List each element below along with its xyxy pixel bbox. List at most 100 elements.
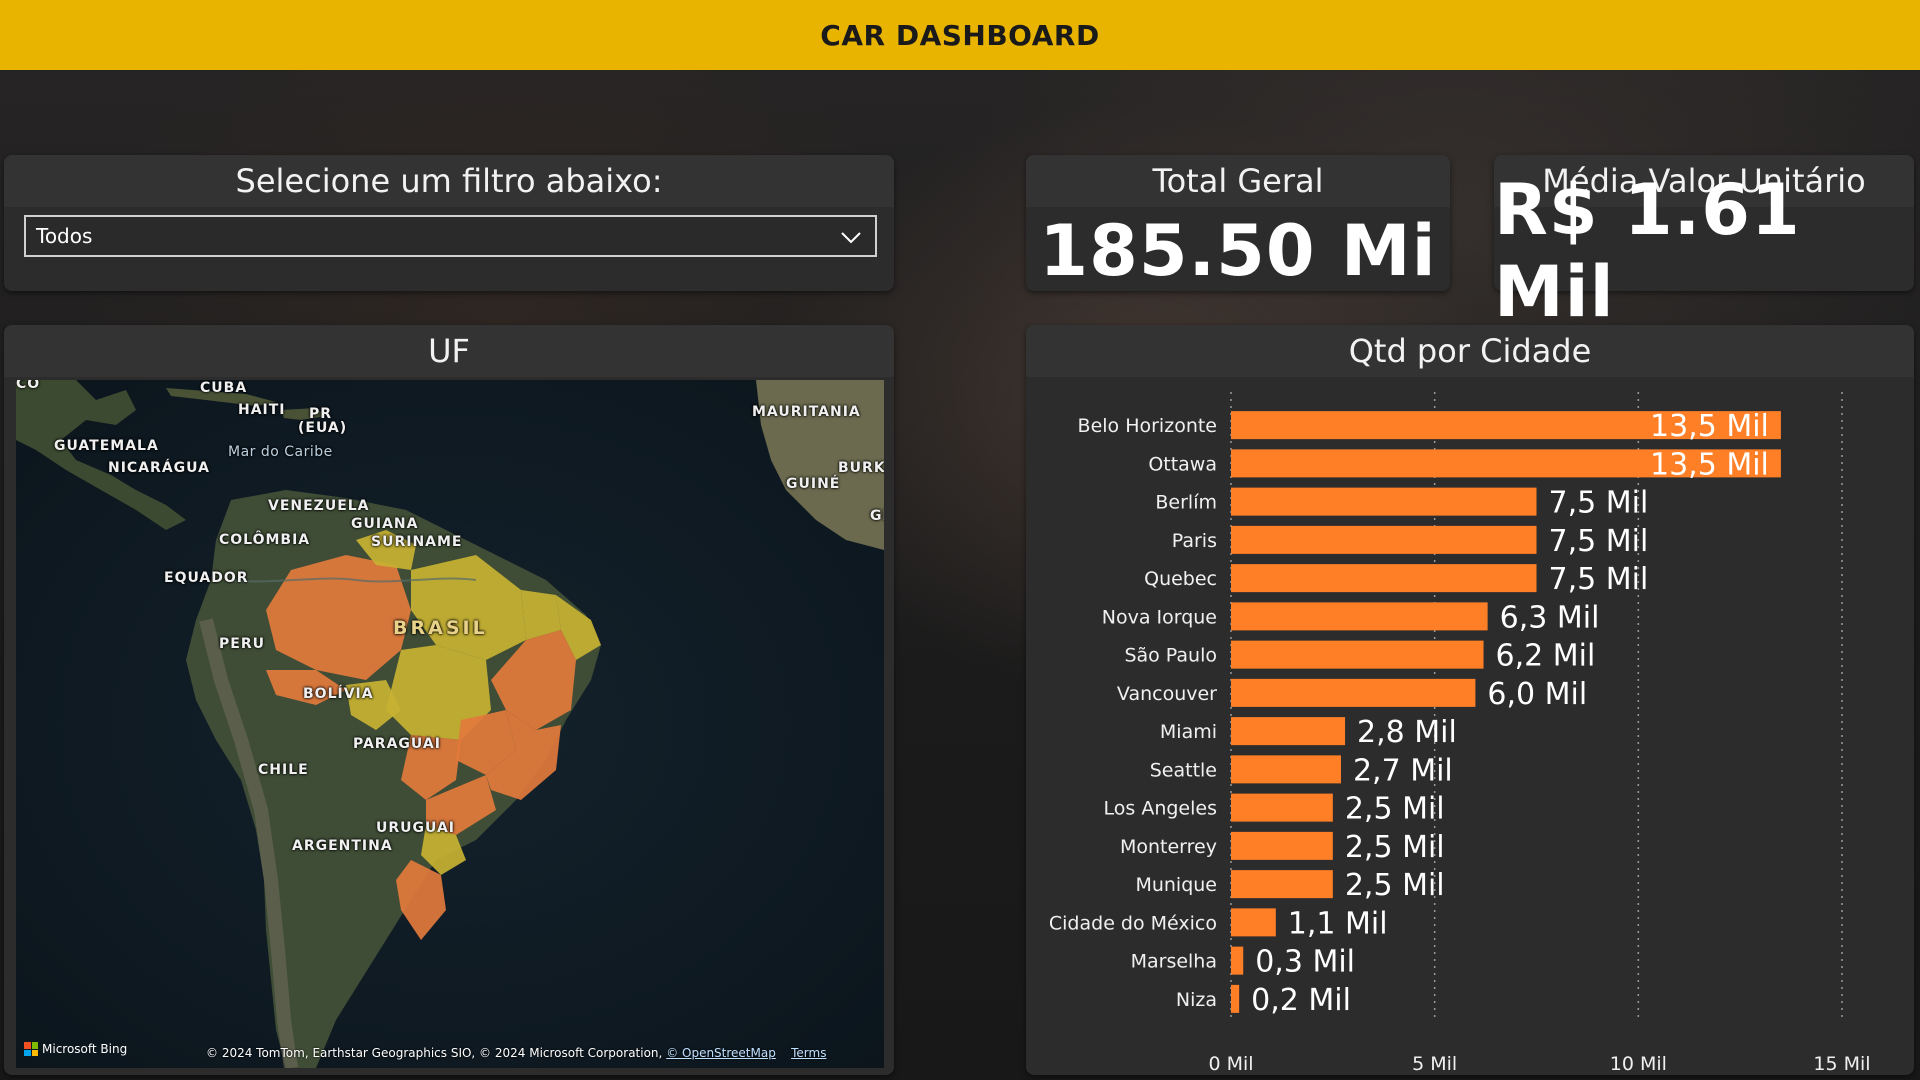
brazil-state-pr-sc (421, 825, 466, 875)
bar[interactable] (1231, 449, 1781, 478)
data-label: 2,8 Mil (1357, 715, 1457, 750)
kpi-media-label: Média Valor Unitário (1494, 155, 1914, 207)
brazil-state-north-yellow (356, 530, 416, 570)
bing-logo: Microsoft Bing (24, 1042, 127, 1056)
map-label-caribe: Mar do Caribe (228, 444, 333, 460)
category-label: Marselha (1131, 951, 1217, 973)
map-card: UF (4, 325, 894, 1075)
bar[interactable] (1231, 640, 1484, 669)
brazil-state-goias (456, 710, 516, 775)
brazil-state-sp (426, 775, 496, 835)
openstreetmap-link[interactable]: © OpenStreetMap (666, 1046, 776, 1060)
map-label-venezuela: VENEZUELA (268, 498, 370, 514)
x-tick-label: 0 Mil (1208, 1053, 1253, 1075)
data-label: 0,2 Mil (1251, 983, 1351, 1018)
map-attribution: © 2024 TomTom, Earthstar Geographics SIO… (206, 1046, 826, 1060)
data-label: 2,7 Mil (1353, 753, 1453, 788)
map-label-paraguai: PARAGUAI (353, 736, 441, 752)
map-title: UF (4, 325, 894, 377)
microsoft-logo-icon (24, 1042, 38, 1056)
bar[interactable] (1231, 831, 1333, 860)
bar[interactable] (1231, 946, 1244, 975)
bar[interactable] (1231, 564, 1537, 593)
bar[interactable] (1231, 487, 1537, 516)
brazil-state-rs (396, 860, 446, 940)
bar[interactable] (1231, 755, 1341, 784)
andes-ridge (199, 618, 298, 1068)
kpi-total-value: 185.50 Mi (1039, 210, 1437, 292)
data-label: 7,5 Mil (1549, 562, 1649, 597)
bar[interactable] (1231, 678, 1476, 707)
map-label-argentina: ARGENTINA (292, 838, 393, 854)
terms-link[interactable]: Terms (791, 1046, 827, 1060)
map-label-chile: CHILE (258, 762, 309, 778)
amazon-river (225, 577, 477, 583)
map-label-burki: BURKI (838, 460, 884, 476)
map-label-bolivia: BOLÍVIA (303, 686, 374, 702)
bar[interactable] (1231, 411, 1781, 440)
data-label: 2,5 Mil (1345, 792, 1445, 827)
category-label: Vancouver (1117, 683, 1217, 705)
bar[interactable] (1231, 984, 1240, 1013)
map-label-brasil: BRASIL (393, 617, 488, 639)
bar-chart[interactable]: 0 Mil 5 Mil 10 Mil 15 Mil Belo Horizonte 13,5… (1026, 380, 1914, 1075)
kpi-total-label: Total Geral (1026, 155, 1450, 207)
data-label: 6,2 Mil (1496, 639, 1596, 674)
bar[interactable] (1231, 717, 1346, 746)
bar[interactable] (1231, 908, 1276, 937)
bar[interactable] (1231, 602, 1488, 631)
data-label: 13,5 Mil (1650, 409, 1769, 444)
central-america-land (16, 380, 186, 530)
category-label: Quebec (1144, 568, 1217, 590)
x-tick-label: 15 Mil (1813, 1053, 1870, 1075)
chart-title: Qtd por Cidade (1026, 325, 1914, 377)
map-visual[interactable]: CO CUBA HAITI PR (EUA) GUATEMALA NICARÁG… (16, 380, 884, 1068)
category-label: Berlím (1155, 492, 1217, 514)
x-tick-label: 5 Mil (1412, 1053, 1457, 1075)
data-label: 1,1 Mil (1288, 906, 1388, 941)
brazil-state-northeast (556, 595, 601, 660)
brazil-state-ms (401, 735, 461, 800)
brazil-state-bahia (491, 630, 576, 730)
map-label-guatemala: GUATEMALA (54, 438, 159, 454)
category-label: Seattle (1150, 759, 1217, 781)
chevron-down-icon[interactable] (837, 223, 865, 251)
category-label: Cidade do México (1049, 912, 1217, 934)
header-bar: CAR DASHBOARD (0, 0, 1920, 70)
map-label-co: CO (16, 380, 41, 392)
map-label-equador: EQUADOR (164, 570, 249, 586)
bing-label: Microsoft Bing (42, 1042, 128, 1056)
bar[interactable] (1231, 793, 1333, 822)
brazil-state-mato-grosso (386, 645, 491, 740)
data-label: 6,0 Mil (1487, 677, 1587, 712)
data-label: 2,5 Mil (1345, 830, 1445, 865)
brazil-state-rondonia (346, 680, 401, 730)
map-label-haiti: HAITI (238, 402, 286, 418)
data-label: 0,3 Mil (1255, 945, 1355, 980)
category-label: Munique (1135, 874, 1217, 896)
data-label: 2,5 Mil (1345, 868, 1445, 903)
x-tick-label: 10 Mil (1610, 1053, 1667, 1075)
map-label-peru: PERU (219, 636, 265, 652)
bar[interactable] (1231, 525, 1537, 554)
category-label: Monterrey (1120, 836, 1217, 858)
brazil-state-maranhao (521, 590, 561, 640)
category-label: São Paulo (1124, 645, 1217, 667)
category-label: Nova Iorque (1102, 606, 1217, 628)
brazil-state-para (411, 555, 526, 660)
africa-land (756, 380, 884, 550)
kpi-total-card: Total Geral 185.50 Mi (1026, 155, 1450, 292)
map-label-suriname: SURINAME (371, 534, 463, 550)
hispaniola-land (281, 408, 326, 420)
filter-card: Selecione um filtro abaixo: Todos (4, 155, 894, 291)
map-label-eua: (EUA) (298, 420, 348, 436)
kpi-media-value: R$ 1.61 Mil (1494, 169, 1801, 333)
bar[interactable] (1231, 870, 1333, 899)
category-label: Niza (1176, 989, 1217, 1011)
kpi-media-card: Média Valor Unitário R$ 1.61 Mil (1494, 155, 1914, 333)
filter-dropdown[interactable]: Todos (24, 215, 877, 257)
attribution-text: © 2024 TomTom, Earthstar Geographics SIO… (206, 1046, 663, 1060)
map-label-mauritania: MAURITANIA (752, 404, 861, 420)
map-label-uruguai: URUGUAI (376, 820, 455, 836)
data-label: 6,3 Mil (1500, 600, 1600, 635)
